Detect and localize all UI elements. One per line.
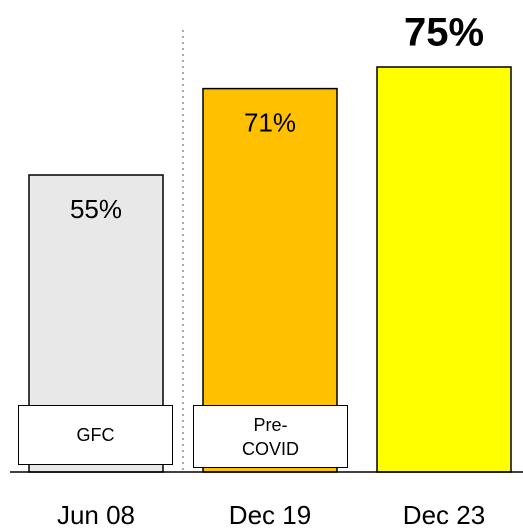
annotation: Pre-COVID bbox=[241, 414, 299, 459]
value-label: 71% bbox=[244, 107, 296, 137]
x-tick-label: Dec 19 bbox=[229, 500, 311, 530]
x-tick-label: Jun 08 bbox=[57, 500, 135, 530]
bar bbox=[376, 66, 512, 473]
annotation-box: Pre-COVID bbox=[193, 405, 348, 468]
annotation-box: GFC bbox=[18, 405, 173, 465]
x-tick-label: Dec 23 bbox=[403, 500, 485, 530]
value-label: 55% bbox=[70, 194, 122, 224]
annotation: GFC bbox=[76, 425, 115, 445]
value-label: 75% bbox=[404, 11, 484, 55]
